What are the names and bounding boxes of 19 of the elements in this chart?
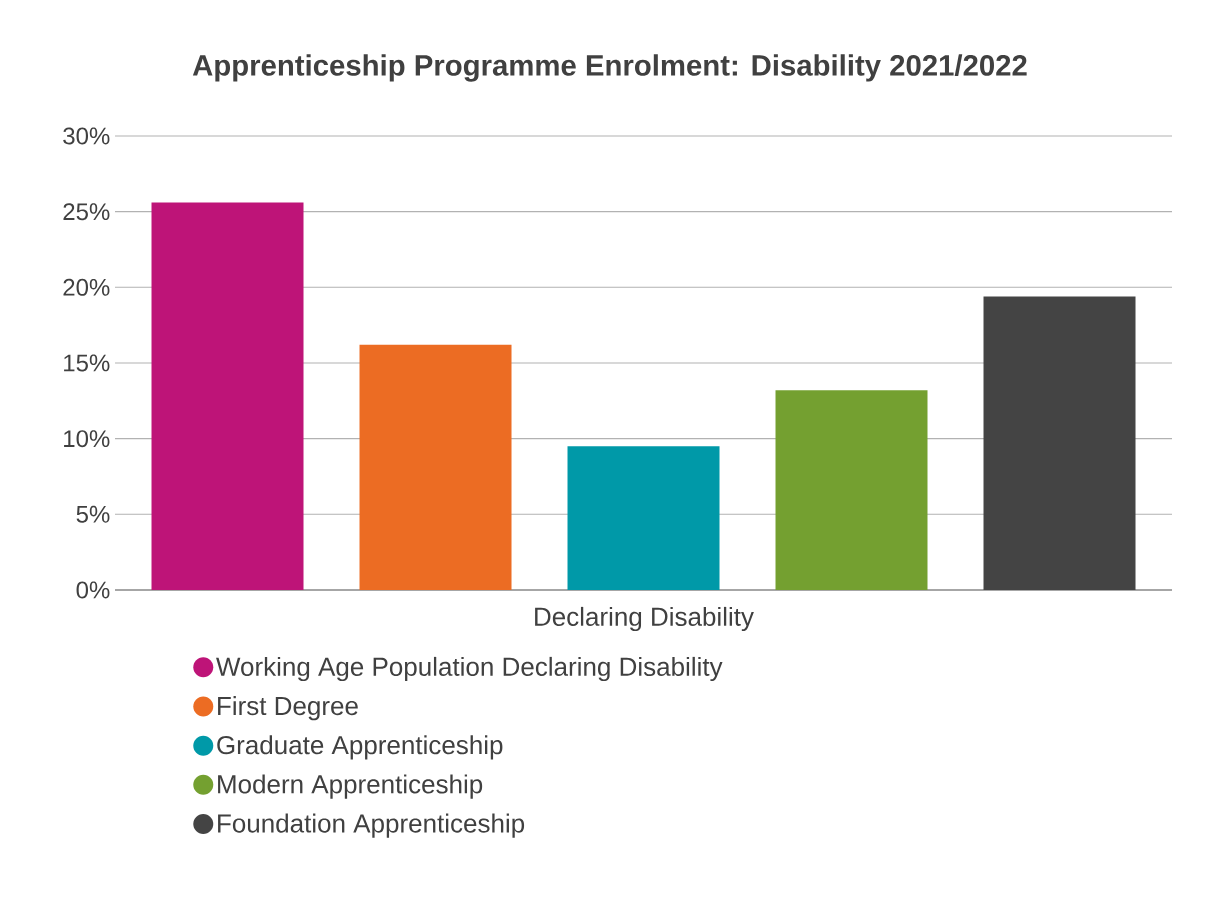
y-tick-label: 30% [63, 127, 110, 145]
y-tick-label: 10% [64, 430, 110, 448]
bar [359, 344, 512, 590]
legend-label: Foundation Apprenticeship [218, 813, 525, 838]
bar [567, 446, 720, 590]
legend-label: Working Age Population Declaring Disability [216, 656, 723, 682]
bar [775, 390, 928, 590]
y-tick-label: 20% [63, 278, 110, 296]
bar [151, 202, 304, 590]
chart-title: Apprenticeship Programme Enrolment: Disability 2021/2022 [192, 54, 1027, 82]
x-axis-title: Declaring Disability [535, 606, 754, 632]
y-tick-label: 0% [76, 581, 110, 599]
y-tick-label: 15% [64, 354, 110, 372]
y-tick-label: 5% [76, 505, 110, 523]
legend-label: Graduate Apprenticeship [217, 735, 503, 760]
legend-label: First Degree [218, 696, 358, 721]
y-tick-label: 25% [63, 203, 110, 221]
bar [983, 296, 1136, 590]
legend-label: Modern Apprenticeship [218, 774, 483, 799]
